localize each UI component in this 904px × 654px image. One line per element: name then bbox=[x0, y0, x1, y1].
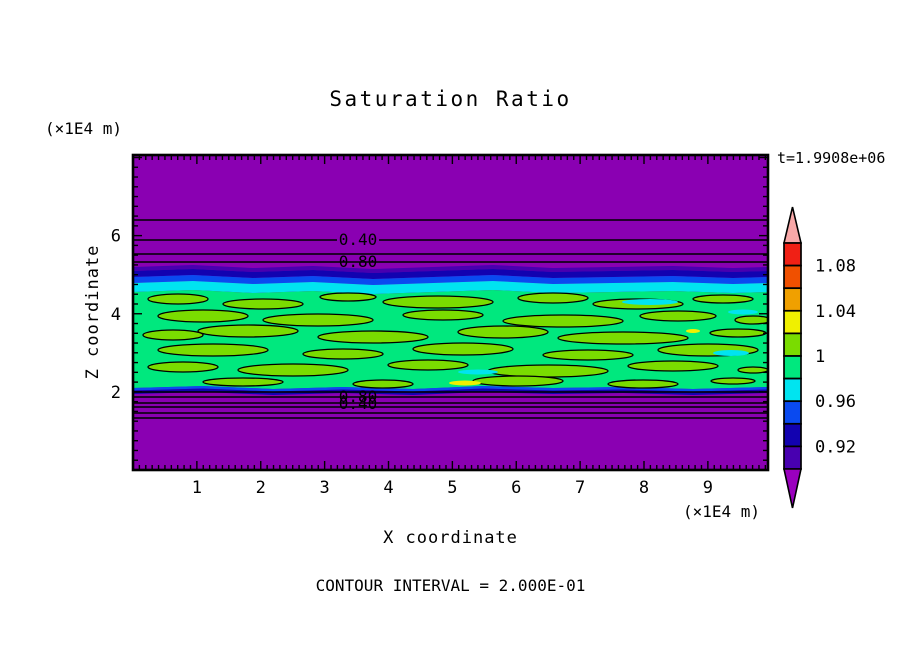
svg-text:8: 8 bbox=[639, 478, 649, 498]
svg-text:0.92: 0.92 bbox=[815, 437, 856, 457]
svg-text:0.96: 0.96 bbox=[815, 392, 856, 412]
y-axis-unit-label: (×1E4 m) bbox=[45, 119, 123, 138]
svg-text:9: 9 bbox=[703, 478, 713, 498]
x-axis-label: X coordinate bbox=[383, 528, 518, 548]
chart-title: Saturation Ratio bbox=[329, 87, 572, 111]
svg-text:6: 6 bbox=[111, 227, 121, 247]
svg-text:3: 3 bbox=[320, 478, 330, 498]
svg-text:0.80: 0.80 bbox=[339, 252, 378, 271]
svg-text:5: 5 bbox=[447, 478, 457, 498]
svg-text:4: 4 bbox=[111, 305, 121, 325]
svg-text:1: 1 bbox=[815, 347, 825, 367]
svg-text:1: 1 bbox=[192, 478, 202, 498]
svg-text:2: 2 bbox=[256, 478, 266, 498]
svg-text:6: 6 bbox=[511, 478, 521, 498]
time-annotation: t=1.9908e+06 bbox=[777, 149, 886, 167]
svg-text:7: 7 bbox=[575, 478, 585, 498]
x-axis-unit-label: (×1E4 m) bbox=[683, 502, 761, 521]
svg-text:0.40: 0.40 bbox=[339, 230, 378, 249]
svg-text:2: 2 bbox=[111, 383, 121, 403]
svg-text:1.04: 1.04 bbox=[815, 302, 856, 322]
svg-text:4: 4 bbox=[383, 478, 393, 498]
colorbar: 1.08 1.04 1 0.96 0.92 bbox=[782, 206, 856, 509]
svg-text:1.08: 1.08 bbox=[815, 257, 856, 277]
svg-text:0.40: 0.40 bbox=[339, 394, 378, 413]
svg-text:0.80: 0.80 bbox=[339, 387, 378, 406]
contour-interval-label: CONTOUR INTERVAL = 2.000E-01 bbox=[315, 576, 586, 595]
